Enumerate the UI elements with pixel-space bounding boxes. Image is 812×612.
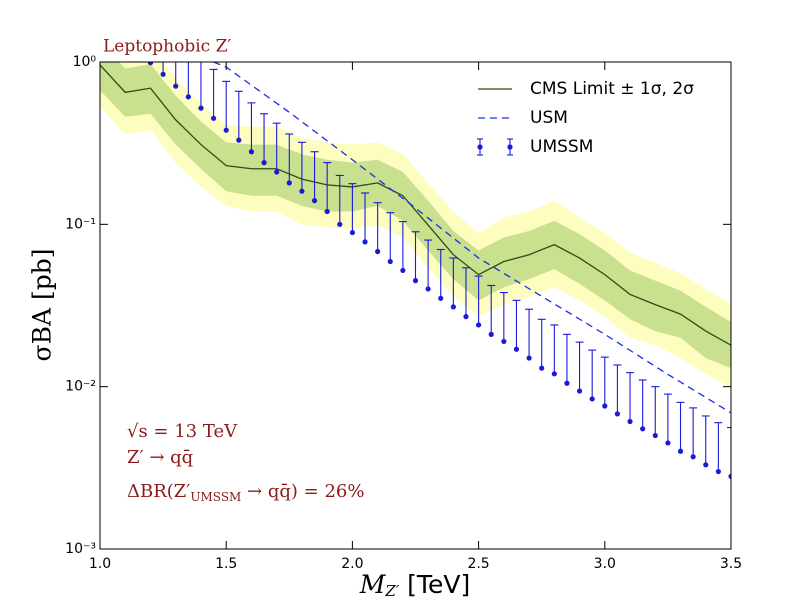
point [223,127,229,133]
point [261,160,267,166]
point [576,388,583,394]
y-tick-label: 10⁻² [65,379,96,395]
point [337,221,343,227]
legend-label: USM [530,108,568,128]
x-label-part: M [359,570,387,599]
point [387,258,393,265]
point [602,403,608,409]
x-label-part: [TeV] [399,570,470,599]
point [236,137,242,143]
point [210,115,217,121]
annotation-sub: UMSSM [190,490,241,504]
point [677,448,684,454]
point [450,304,456,310]
band-band-1sigma [100,62,731,369]
point [324,208,330,215]
point [690,454,696,460]
x-tick-label: 1.5 [215,556,237,572]
y-axis-label: σBA [pb] [28,249,57,362]
line [100,64,731,346]
point [652,432,658,439]
legend-label: UMSSM [530,137,593,157]
point [488,331,494,337]
point [715,468,721,475]
legend-swatch [477,144,483,150]
point [147,62,154,66]
point [438,295,444,301]
chart-title: Leptophobic Z′ [103,37,231,57]
point [703,462,709,468]
point [614,411,621,417]
point [501,338,507,345]
point [526,355,532,361]
point [160,71,166,77]
point [198,105,204,111]
annotation: √s = 13 TeV [127,421,238,442]
point [311,198,318,204]
point [476,322,482,328]
point [564,380,570,386]
point [274,169,280,175]
y-tick-label: 10⁰ [73,54,97,70]
x-tick-label: 2.0 [341,556,363,572]
x-label-sub: Z′ [384,582,399,600]
axes-frame [99,61,732,550]
x-tick-label: 3.0 [594,556,616,572]
plot-area [100,62,731,480]
x-tick-label: 3.5 [720,556,742,572]
annotation-part: Z′ → qq̄ [127,447,193,468]
point [248,149,255,155]
point [412,278,419,284]
point [173,83,179,89]
point [286,180,292,186]
point [185,94,191,100]
x-tick-label: 2.5 [467,556,489,572]
annotation-part: √s = 13 TeV [127,421,238,442]
point [349,229,355,236]
legend-swatch [507,144,513,150]
point [665,440,671,446]
annotation-part: ΔBR(Z′ [127,481,190,502]
point [627,418,633,425]
annotation: ΔBR(Z′UMSSM → qq̄) = 26% [127,481,364,504]
annotation: Z′ → qq̄ [127,447,193,468]
point [728,473,731,480]
dashed-line [213,62,731,414]
x-axis-label: MZ′ [TeV] [359,570,470,601]
point [551,371,557,377]
point [513,346,520,352]
y-tick-label: 10⁻³ [65,541,96,557]
x-tick-label: 1.0 [89,556,111,572]
legend-label: CMS Limit ± 1σ, 2σ [530,79,694,99]
point [589,396,595,402]
point [362,239,368,245]
point [299,188,305,194]
annotations: √s = 13 TeV Z′ → qq̄ ΔBR(Z′UMSSM → qq̄) … [127,421,364,504]
point [640,426,646,432]
point [400,267,406,274]
point [425,286,431,292]
point [539,365,545,371]
y-tick-label: 10⁻¹ [65,216,96,232]
point [463,314,469,320]
point [375,248,381,255]
annotation-part: → qq̄) = 26% [241,481,364,502]
